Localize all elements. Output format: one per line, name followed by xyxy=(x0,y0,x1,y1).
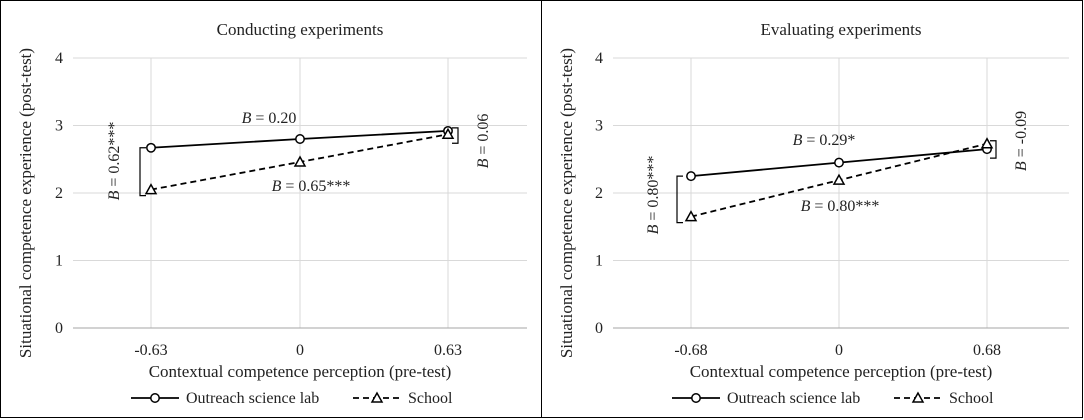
x-tick-label: 0.63 xyxy=(434,342,462,359)
legend-marker-outreach xyxy=(150,393,160,403)
slope-label-school: B = 0.80*** xyxy=(801,198,880,215)
y-tick-label: 1 xyxy=(55,253,63,270)
bracket-low xyxy=(676,175,683,224)
slope-label-school: B = 0.65*** xyxy=(272,178,351,195)
x-tick-label: 0 xyxy=(835,342,843,359)
chart-conducting-experiments: Conducting experiments 0 1 2 3 4 -0.63 0 0.63 Con… xyxy=(16,20,527,407)
chart-title: Evaluating experiments xyxy=(761,20,922,39)
difference-label-low: B = 0.80*** xyxy=(645,156,662,235)
point-outreach xyxy=(295,134,305,144)
chart-evaluating-experiments: Evaluating experiments 0 1 2 3 4 -0.68 0 0.68 Con… xyxy=(557,20,1069,407)
y-tick-label: 0 xyxy=(55,320,63,337)
slope-label-outreach-symbol: B xyxy=(242,110,252,127)
slope-label-outreach: B = 0.20 xyxy=(242,110,297,127)
x-tick-label: 0 xyxy=(296,342,304,359)
bracket-low xyxy=(139,147,146,197)
difference-label-low-value: = 0.80*** xyxy=(645,156,662,225)
difference-label-high: B = 0.06 xyxy=(475,114,492,169)
difference-label-high-value: = 0.06 xyxy=(475,114,492,159)
point-outreach xyxy=(834,157,844,168)
bracket-high xyxy=(452,127,459,144)
x-axis-label: Contextual competence perception (pre-te… xyxy=(149,362,452,381)
legend-marker-outreach xyxy=(691,393,701,403)
point-school xyxy=(684,210,698,222)
legend-label-outreach: Outreach science lab xyxy=(727,390,860,407)
difference-label-low: B = 0.62*** xyxy=(106,122,123,201)
difference-label-high-symbol: B xyxy=(1013,161,1030,171)
slope-label-school-value: = 0.80*** xyxy=(810,198,879,215)
legend-marker-school xyxy=(370,391,384,403)
legend-marker-school xyxy=(911,391,925,403)
y-tick-label: 1 xyxy=(595,253,603,270)
chart-title: Conducting experiments xyxy=(217,20,384,39)
x-tick-label: -0.63 xyxy=(134,342,167,359)
difference-label-high-value: = -0.09 xyxy=(1013,111,1030,161)
legend-label-outreach: Outreach science lab xyxy=(186,390,319,407)
y-tick-label: 4 xyxy=(595,50,603,67)
slope-label-outreach-value: = 0.20 xyxy=(251,110,296,127)
y-tick-label: 0 xyxy=(595,320,603,337)
y-tick-label: 3 xyxy=(595,118,603,135)
slope-label-outreach: B = 0.29* xyxy=(793,132,856,149)
difference-label-high-symbol: B xyxy=(475,158,492,168)
x-tick-label: -0.68 xyxy=(674,342,707,359)
difference-label-low-symbol: B xyxy=(106,190,123,200)
point-outreach xyxy=(146,142,156,153)
point-school xyxy=(832,173,846,185)
y-tick-label: 2 xyxy=(55,185,63,202)
legend-label-school: School xyxy=(408,390,453,407)
point-school xyxy=(441,127,455,140)
x-tick-label: 0.68 xyxy=(973,342,1001,359)
y-axis-label: Situational competence experience (post-… xyxy=(557,48,576,358)
y-tick-label: 3 xyxy=(55,118,63,135)
chart-panel-evaluating: Evaluating experiments 0 1 2 3 4 -0.68 0 0.68 Con… xyxy=(541,0,1083,418)
point-school xyxy=(293,155,307,167)
difference-label-low-symbol: B xyxy=(645,224,662,234)
point-school xyxy=(144,183,158,195)
bracket-high xyxy=(990,140,997,159)
point-outreach xyxy=(686,171,696,182)
legend-label-school: School xyxy=(949,390,994,407)
y-tick-label: 4 xyxy=(55,50,63,67)
slope-label-school-symbol: B xyxy=(801,198,811,215)
point-school xyxy=(980,137,994,149)
slope-label-school-value: = 0.65*** xyxy=(281,178,350,195)
slope-label-outreach-value: = 0.29* xyxy=(802,132,855,149)
slope-label-outreach-symbol: B xyxy=(793,132,803,149)
y-tick-label: 2 xyxy=(595,185,603,202)
chart-panel-conducting: Conducting experiments 0 1 2 3 4 -0.63 0 0.63 Con… xyxy=(0,0,542,418)
difference-label-low-value: = 0.62*** xyxy=(106,122,123,191)
slope-label-school-symbol: B xyxy=(272,178,282,195)
y-axis-label: Situational competence experience (post-… xyxy=(16,48,35,358)
x-axis-label: Contextual competence perception (pre-te… xyxy=(690,362,993,381)
difference-label-high: B = -0.09 xyxy=(1013,111,1030,171)
